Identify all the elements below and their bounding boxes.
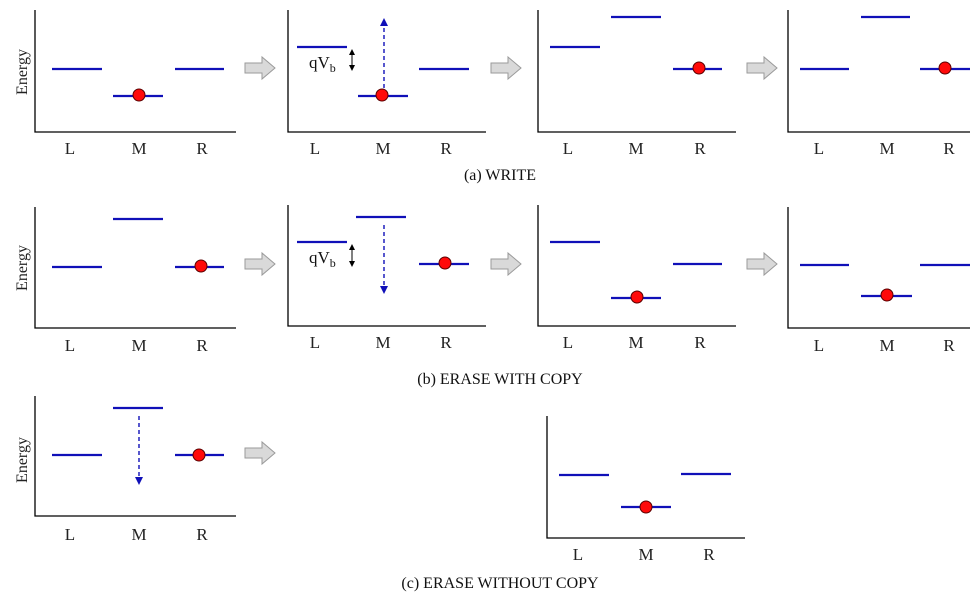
x-label-l: L (573, 545, 583, 564)
x-label-r: R (196, 139, 208, 158)
step-arrow-icon (244, 251, 276, 277)
x-label-m: M (879, 139, 894, 158)
electron-icon (880, 288, 894, 302)
x-label-l: L (563, 139, 573, 158)
bias-label: qVb (309, 248, 336, 270)
x-label-r: R (196, 336, 208, 355)
x-label-m: M (628, 139, 643, 158)
electron-icon (132, 88, 146, 102)
step-arrow-icon (746, 55, 778, 81)
panel-b1: Energy L M R (14, 207, 236, 355)
step-arrow-icon (746, 251, 778, 277)
axes (537, 205, 736, 327)
step-arrow-icon (490, 55, 522, 81)
x-label-l: L (310, 333, 320, 352)
x-label-r: R (196, 525, 208, 544)
x-label-m: M (879, 336, 894, 355)
x-label-r: R (694, 139, 706, 158)
x-label-m: M (628, 333, 643, 352)
electron-icon (692, 61, 706, 75)
axes (34, 10, 236, 133)
panel-b3: L M R (537, 205, 736, 352)
x-label-l: L (814, 336, 824, 355)
x-label-r: R (703, 545, 715, 564)
caption-erase-without-copy: (c) ERASE WITHOUT COPY (401, 575, 599, 592)
y-axis-label: Energy (14, 437, 31, 483)
step-arrow-icon (244, 55, 276, 81)
panel-c2: L M R (546, 416, 745, 564)
caption-erase-with-copy: (b) ERASE WITH COPY (417, 371, 583, 388)
y-axis-label: Energy (14, 49, 31, 95)
step-arrow-icon (490, 251, 522, 277)
electron-icon (630, 290, 644, 304)
x-label-l: L (65, 336, 75, 355)
panel-a1: Energy L M R (14, 10, 236, 158)
x-label-l: L (65, 525, 75, 544)
x-label-r: R (440, 333, 452, 352)
x-label-r: R (440, 139, 452, 158)
electron-icon (192, 448, 206, 462)
x-label-r: R (943, 336, 955, 355)
panel-c1: Energy L M R (14, 396, 236, 544)
electron-icon (938, 61, 952, 75)
electron-icon (639, 500, 653, 514)
y-axis-label: Energy (14, 245, 31, 291)
x-label-m: M (131, 139, 146, 158)
panel-b4: L M R (787, 207, 970, 355)
electron-icon (438, 256, 452, 270)
x-label-l: L (563, 333, 573, 352)
axes (287, 205, 486, 327)
x-label-l: L (310, 139, 320, 158)
panel-a3: L M R (537, 10, 736, 158)
caption-write: (a) WRITE (464, 167, 536, 184)
axes (34, 207, 236, 329)
bias-label: qVb (309, 53, 336, 75)
panel-a4: L M R (787, 10, 970, 158)
axes (546, 416, 745, 539)
step-arrow-icon (244, 440, 276, 466)
axes (287, 10, 486, 133)
axes (537, 10, 736, 133)
panel-b2: qVb L M R (287, 205, 486, 352)
axes (34, 396, 236, 517)
axes (787, 10, 970, 133)
x-label-m: M (638, 545, 653, 564)
x-label-m: M (375, 333, 390, 352)
electron-icon (375, 88, 389, 102)
panel-a2: qVb L M R (287, 10, 486, 158)
x-label-m: M (131, 336, 146, 355)
x-label-l: L (814, 139, 824, 158)
x-label-r: R (943, 139, 955, 158)
axes (787, 207, 970, 329)
x-label-m: M (131, 525, 146, 544)
x-label-r: R (694, 333, 706, 352)
x-label-m: M (375, 139, 390, 158)
x-label-l: L (65, 139, 75, 158)
electron-icon (194, 259, 208, 273)
